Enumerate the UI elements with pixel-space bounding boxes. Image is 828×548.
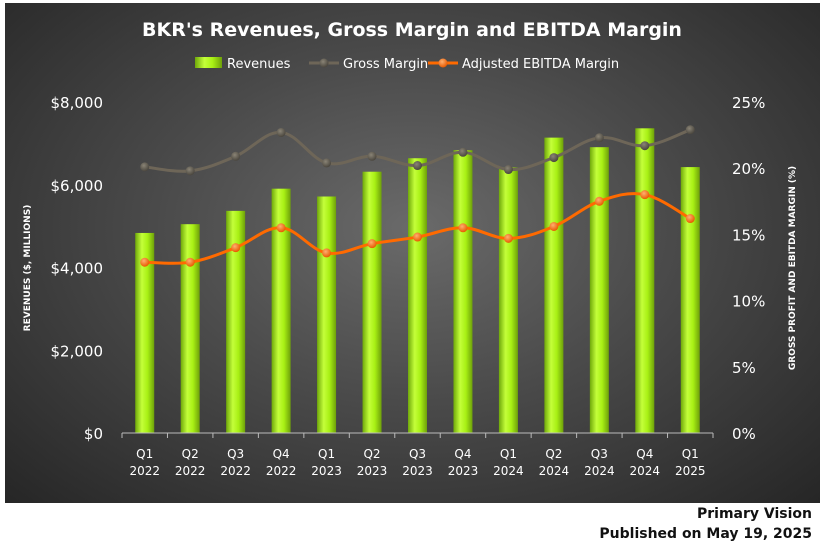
gross-margin-point bbox=[458, 147, 468, 157]
gross-margin-point bbox=[367, 151, 377, 161]
ebitda-margin-point bbox=[594, 196, 604, 206]
x-tick-label: 2022 bbox=[129, 464, 160, 478]
x-tick-label: 2025 bbox=[675, 464, 706, 478]
bar-revenue bbox=[180, 224, 200, 433]
ebitda-margin-point bbox=[367, 239, 377, 249]
x-tick-label: 2022 bbox=[220, 464, 251, 478]
bar-revenue bbox=[408, 158, 427, 433]
x-tick-label: Q4 bbox=[454, 447, 471, 461]
gross-margin-point bbox=[185, 166, 195, 176]
x-tick-label: Q1 bbox=[136, 447, 153, 461]
x-tick-label: 2022 bbox=[175, 464, 206, 478]
x-tick-label: 2024 bbox=[539, 464, 570, 478]
ebitda-margin-point bbox=[322, 248, 332, 258]
lines-group bbox=[140, 125, 695, 267]
bar-revenue bbox=[498, 167, 518, 433]
chart-panel: BKR's Revenues, Gross Margin and EBITDA … bbox=[5, 3, 820, 503]
bar-revenue bbox=[271, 188, 291, 433]
bar-revenue bbox=[544, 137, 564, 433]
x-tick-label: Q1 bbox=[318, 447, 335, 461]
legend-marker-gross-margin bbox=[319, 58, 329, 68]
ebitda-margin-point bbox=[549, 221, 559, 231]
y-tick-label: $2,000 bbox=[51, 342, 104, 360]
x-tick-label: 2023 bbox=[448, 464, 479, 478]
x-tick-label: 2022 bbox=[266, 464, 297, 478]
x-tick-label: Q1 bbox=[682, 447, 699, 461]
bars-group bbox=[135, 128, 700, 434]
legend-label: Adjusted EBITDA Margin bbox=[462, 57, 619, 72]
y-tick-label: $6,000 bbox=[51, 177, 104, 195]
legend-label: Gross Margin bbox=[343, 57, 428, 72]
gross-margin-point bbox=[140, 162, 150, 172]
bar-revenue bbox=[135, 232, 155, 433]
gross-margin-point bbox=[322, 158, 332, 168]
x-tick-label: Q2 bbox=[363, 447, 380, 461]
y-tick-label: $8,000 bbox=[51, 94, 104, 112]
x-tick-label: 2024 bbox=[584, 464, 615, 478]
chart-title: BKR's Revenues, Gross Margin and EBITDA … bbox=[142, 19, 682, 41]
bar-revenue bbox=[226, 210, 246, 433]
ebitda-margin-point bbox=[503, 233, 513, 243]
x-tick-label: 2023 bbox=[357, 464, 388, 478]
bar-revenue bbox=[680, 167, 700, 433]
ebitda-margin-point bbox=[276, 223, 286, 233]
gross-margin-point bbox=[594, 133, 604, 143]
bar-revenue bbox=[589, 147, 609, 433]
y2-tick-label: 25% bbox=[732, 94, 765, 112]
x-tick-label: Q3 bbox=[409, 447, 426, 461]
ebitda-margin-point bbox=[640, 190, 650, 200]
legend: Revenues Gross Margin Adjusted EBITDA Marg… bbox=[195, 57, 619, 72]
bar-revenue bbox=[635, 128, 655, 433]
footer-published: Published on May 19, 2025 bbox=[599, 526, 812, 542]
ebitda-margin-point bbox=[458, 223, 468, 233]
x-tick-label: 2024 bbox=[493, 464, 524, 478]
ebitda-margin-point bbox=[231, 243, 241, 253]
chart-svg: BKR's Revenues, Gross Margin and EBITDA … bbox=[23, 19, 798, 478]
y2-tick-label: 0% bbox=[732, 425, 756, 443]
x-tick-label: Q4 bbox=[273, 447, 290, 461]
x-tick-label: Q3 bbox=[227, 447, 244, 461]
gross-margin-point bbox=[640, 141, 650, 151]
ebitda-margin-point bbox=[413, 232, 422, 242]
x-tick-label: 2023 bbox=[311, 464, 342, 478]
gross-margin-point bbox=[231, 151, 241, 161]
gross-margin-point bbox=[276, 127, 286, 137]
bar-revenue bbox=[317, 196, 337, 433]
legend-label: Revenues bbox=[227, 57, 291, 72]
y-tick-label: $0 bbox=[84, 425, 103, 443]
y2-axis-title: GROSS PROFIT AND EBITDA MARGIN (%) bbox=[788, 166, 798, 370]
legend-swatch-revenues bbox=[195, 57, 222, 68]
ebitda-margin-point bbox=[685, 214, 695, 224]
y2-tick-label: 5% bbox=[732, 359, 756, 377]
x-tick-label: 2024 bbox=[630, 464, 661, 478]
footer-source: Primary Vision bbox=[696, 506, 812, 522]
y2-tick-label: 20% bbox=[732, 160, 765, 178]
gross-margin-point bbox=[503, 165, 513, 175]
ebitda-margin-point bbox=[185, 257, 195, 267]
x-tick-label: Q2 bbox=[182, 447, 199, 461]
x-tick-label: Q1 bbox=[500, 447, 517, 461]
ebitda-margin-point bbox=[140, 257, 150, 267]
y2-tick-label: 10% bbox=[732, 293, 765, 311]
x-tick-label: Q3 bbox=[591, 447, 608, 461]
gross-margin-point bbox=[413, 161, 422, 171]
legend-marker-ebitda bbox=[438, 58, 448, 68]
gross-margin-point bbox=[685, 125, 695, 135]
gross-margin-point bbox=[549, 153, 559, 163]
y-tick-label: $4,000 bbox=[51, 260, 104, 278]
axes-group: $0 $2,000 $4,000 $6,000 $8,000 0% 5% 10% 15% 20% 2… bbox=[23, 94, 798, 478]
y2-tick-label: 15% bbox=[732, 226, 765, 244]
x-tick-label: Q2 bbox=[545, 447, 562, 461]
bar-revenue bbox=[362, 171, 382, 434]
bar-revenue bbox=[453, 150, 473, 433]
y-axis-title: REVENUES ($, MILLIONS) bbox=[23, 205, 33, 332]
x-tick-label: Q4 bbox=[636, 447, 653, 461]
x-tick-label: 2023 bbox=[402, 464, 433, 478]
